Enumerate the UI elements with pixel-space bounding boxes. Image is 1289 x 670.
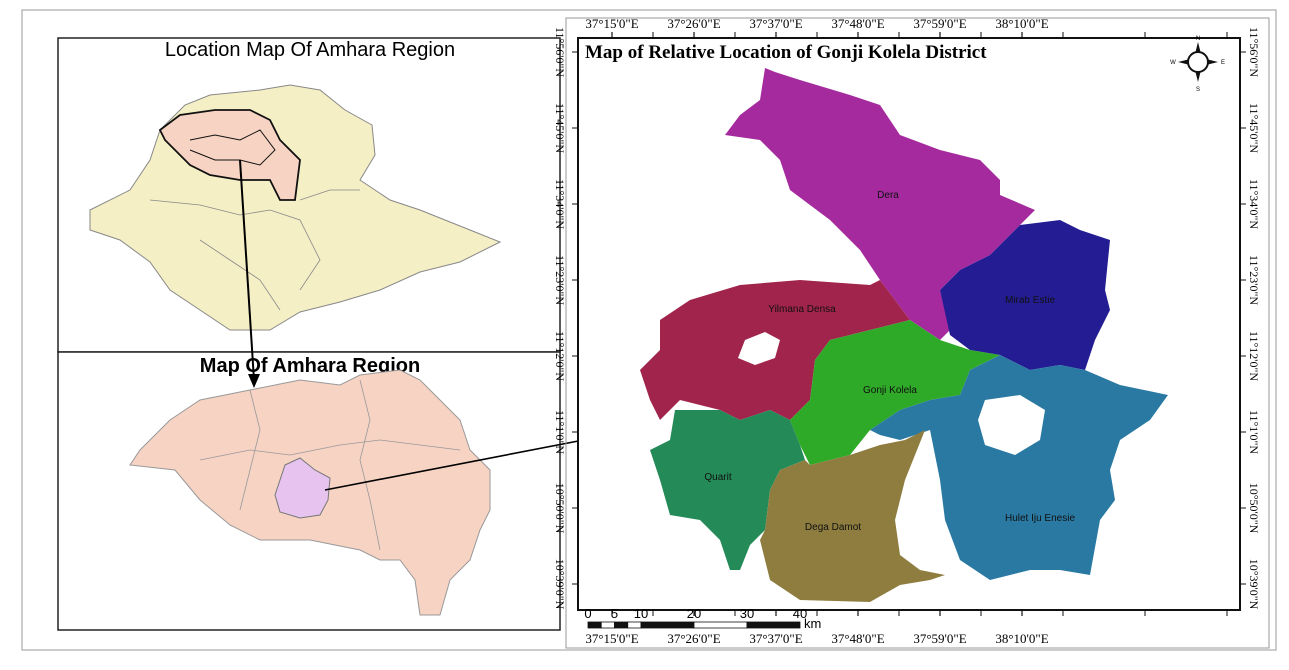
longitude-label: 37°26'0"E — [667, 16, 720, 31]
district-label: Quarit — [704, 472, 731, 483]
svg-text:S: S — [1196, 87, 1200, 93]
arrow-head-icon — [248, 374, 260, 388]
longitude-label: 37°48'0"E — [831, 16, 884, 31]
scale-tick-label: 0 — [584, 606, 591, 621]
scale-tick-label: 20 — [687, 606, 701, 621]
main-map-title: Map of Relative Location of Gonji Kolela… — [585, 42, 987, 63]
amhara-highlight — [158, 109, 301, 201]
longitude-label: 37°37'0"E — [749, 16, 802, 31]
scale-segment — [746, 621, 801, 629]
arrow-line — [239, 159, 255, 381]
latitude-label: 11°56'0"N — [1247, 27, 1261, 77]
inset-top-title: Location Map Of Amhara Region — [165, 39, 455, 61]
longitude-label: 37°59'0"E — [913, 631, 966, 646]
latitude-label: 10°39'0"N — [553, 559, 567, 610]
region-boundary — [149, 199, 321, 291]
study-area-highlight — [274, 457, 331, 519]
svg-text:W: W — [1170, 60, 1176, 66]
latitude-labels-right: 11°56'0"N 11°45'0"N 11°34'0"N 11°23'0"N 11°1… — [1240, 27, 1261, 610]
district-dera[interactable] — [725, 68, 1035, 340]
latitude-label: 11°34'0"N — [553, 179, 567, 229]
longitude-label: 37°15'0"E — [585, 16, 638, 31]
figure-border — [21, 9, 1277, 651]
latitude-label: 11°34'0"N — [1247, 179, 1261, 229]
district-label: Hulet Iju Enesie — [1005, 513, 1075, 524]
longitude-label: 37°15'0"E — [585, 631, 638, 646]
longitude-labels-top: 37°15'0"E 37°26'0"E 37°37'0"E 37°48'0"E 37°5… — [585, 16, 1228, 38]
zone-boundary — [239, 389, 261, 511]
scale-segment — [627, 621, 642, 629]
longitude-label: 38°10'0"E — [995, 631, 1048, 646]
latitude-label: 10°50'0"N — [1247, 483, 1261, 534]
scale-tick-label: 40 — [793, 606, 807, 621]
scale-segment — [600, 621, 615, 629]
scale-unit: km — [804, 616, 821, 631]
scale-segment — [640, 621, 695, 629]
region-boundary — [199, 239, 281, 311]
latitude-labels-left: 11°56'0"N 11°45'0"N 11°34'0"N 11°23'0"N 11°1… — [553, 27, 578, 610]
longitude-label: 37°37'0"E — [749, 631, 802, 646]
scale-segment — [587, 621, 602, 629]
longitude-label: 37°48'0"E — [831, 631, 884, 646]
district-label: Dera — [877, 190, 899, 201]
zone-boundary — [189, 129, 276, 166]
zone-boundary — [199, 439, 461, 461]
latitude-label: 10°50'0"N — [553, 483, 567, 534]
district-quarit[interactable] — [650, 410, 805, 570]
scale-segment — [614, 621, 629, 629]
latitude-label: 11°23'0"N — [553, 255, 567, 305]
district-label: Mirab Estie — [1005, 295, 1055, 306]
scale-segment — [693, 621, 748, 629]
district-label: Gonji Kolela — [863, 385, 917, 396]
enclave-hole — [978, 395, 1045, 455]
district-gonji-kolela[interactable] — [790, 320, 1000, 465]
latitude-label: 11°12'0"N — [1247, 331, 1261, 381]
compass-rose-icon: N S W E — [1170, 36, 1225, 93]
latitude-label: 10°39'0"N — [1247, 559, 1261, 610]
latitude-label: 11°23'0"N — [1247, 255, 1261, 305]
longitude-label: 37°59'0"E — [913, 16, 966, 31]
latitude-label: 11°56'0"N — [553, 27, 567, 77]
district-mirab-estie[interactable] — [940, 220, 1110, 370]
latitude-label: 11°45'0"N — [553, 103, 567, 153]
region-boundary — [299, 189, 360, 201]
scale-tick-label: 5 — [611, 606, 618, 621]
longitude-label: 37°26'0"E — [667, 631, 720, 646]
enclave-hole — [738, 332, 780, 365]
district-hulet-iju-enesie[interactable] — [870, 355, 1168, 580]
svg-text:E: E — [1221, 60, 1225, 66]
latitude-label: 11°12'0"N — [553, 331, 567, 381]
arrow-line — [324, 431, 626, 491]
longitude-label: 38°10'0"E — [995, 16, 1048, 31]
zone-boundary — [359, 379, 381, 551]
scale-tick-label: 10 — [634, 606, 648, 621]
latitude-label: 11°1'0"N — [553, 410, 567, 454]
longitude-labels-bottom: 37°15'0"E 37°26'0"E 37°37'0"E 37°48'0"E 37°5… — [585, 610, 1228, 646]
district-label: Dega Damot — [805, 522, 861, 533]
svg-text:N: N — [1196, 36, 1200, 42]
inset-bottom-title: Map Of Amhara Region — [200, 355, 420, 377]
scale-tick-label: 30 — [740, 606, 754, 621]
district-label: Yilmana Densa — [768, 304, 836, 315]
district-dega-damot[interactable] — [760, 430, 945, 602]
latitude-label: 11°1'0"N — [1247, 410, 1261, 454]
main-map-outer-frame — [565, 17, 1270, 649]
latitude-label: 11°45'0"N — [1247, 103, 1261, 153]
